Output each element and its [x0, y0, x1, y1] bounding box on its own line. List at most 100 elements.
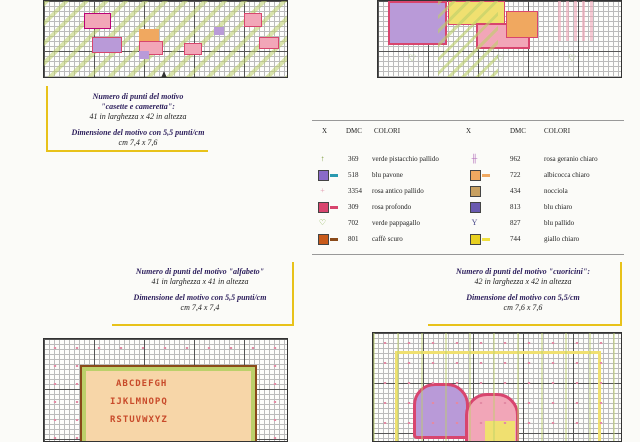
legend-color-name: blu chiaro — [544, 203, 573, 211]
legend-backstitch-swatch — [482, 174, 490, 177]
legend-header-colori: COLORI — [374, 127, 401, 135]
legend-color-name: nocciola — [544, 187, 568, 195]
stitch-block-pink — [84, 13, 111, 29]
stitch-heart-green: ♡ — [496, 53, 505, 63]
stitch-block-pink — [244, 13, 262, 27]
chart-casette — [43, 0, 288, 78]
legend-color-name: rosa antico pallido — [372, 187, 424, 195]
stitch-block-pink — [558, 1, 598, 41]
legend-color-name: verde pistacchio pallido — [372, 155, 439, 163]
legend-symbol-icon — [318, 202, 329, 213]
legend-row: ╫ 962 rosa geranio chiaro — [464, 153, 614, 165]
caption-size-value: cm 7,4 x 7,4 — [180, 303, 220, 312]
legend-row: Y 827 blu pallido — [464, 217, 614, 229]
legend-color-name: verde pappagallo — [372, 219, 421, 227]
caption-stitches: 41 in larghezza x 41 in altezza — [151, 277, 249, 286]
legend-header-colori: COLORI — [544, 127, 571, 135]
legend-header-x: X — [466, 127, 472, 135]
stitch-house-orange — [506, 11, 538, 38]
legend-header-x: X — [322, 127, 328, 135]
legend-symbol-icon — [318, 234, 329, 245]
alphabet-row: ABCDEFGH — [116, 379, 168, 389]
caption-frame — [112, 262, 294, 326]
stitch-pink-dots — [373, 333, 621, 441]
legend-color-name: giallo chiaro — [544, 235, 580, 243]
caption-size-title: Dimensione del motivo con 5,5/cm — [466, 293, 580, 302]
stitch-block-pink — [184, 43, 202, 55]
legend-row: 518 blu pavone — [312, 169, 462, 181]
caption-stitches: 41 in larghezza x 42 in altezza — [89, 112, 187, 121]
legend-dmc-code: 827 — [510, 219, 521, 227]
chart-alfabeto: ABCDEFGH IJKLMNOPQ RSTUVWXYZ — [43, 338, 288, 442]
legend-symbol-icon: Y — [471, 218, 478, 227]
legend-backstitch-swatch — [330, 206, 338, 209]
legend-color-name: blu pavone — [372, 171, 403, 179]
legend-color-name: albicocca chiaro — [544, 171, 590, 179]
legend-row: 813 blu chiaro — [464, 201, 614, 213]
legend-color-name: rosa geranio chiaro — [544, 155, 598, 163]
legend-symbol-icon: ♡ — [318, 218, 327, 227]
legend-symbol-icon — [470, 186, 481, 197]
stitch-heart-green: ♡ — [408, 53, 417, 63]
legend-dmc-code: 702 — [348, 219, 359, 227]
legend-dmc-code: 309 — [348, 203, 359, 211]
legend-dmc-code: 3354 — [348, 187, 362, 195]
caption-size-title: Dimensione del motivo con 5,5 punti/cm — [133, 293, 267, 302]
legend-row: 722 albicocca chiaro — [464, 169, 614, 181]
legend-row: 434 nocciola — [464, 185, 614, 197]
stitch-heart-green: ♡ — [568, 53, 577, 63]
legend-symbol-icon — [318, 170, 329, 181]
legend-dmc-code: 434 — [510, 187, 521, 195]
stitch-block-orange — [139, 29, 159, 41]
color-legend: X DMC COLORI X DMC COLORI ↑ 369 verde pist… — [312, 120, 624, 255]
legend-header-dmc: DMC — [510, 127, 526, 135]
caption-frame — [428, 262, 622, 326]
legend-row: ↑ 369 verde pistacchio pallido — [312, 153, 462, 165]
legend-symbol-icon — [470, 202, 481, 213]
legend-color-name: rosa profondo — [372, 203, 412, 211]
stitch-frame-green — [80, 365, 257, 441]
legend-row: 744 giallo chiaro — [464, 233, 614, 245]
legend-row: 801 caffè scuro — [312, 233, 462, 245]
legend-dmc-code: 369 — [348, 155, 359, 163]
caption-title: Numero di punti del motivo — [92, 92, 184, 101]
legend-dmc-code: 518 — [348, 171, 359, 179]
stitch-block-lavender — [139, 51, 149, 59]
legend-symbol-icon: ↑ — [320, 154, 325, 163]
legend-dmc-code: 813 — [510, 203, 521, 211]
caption-alfabeto: Numero di punti del motivo "alfabeto" 41… — [110, 267, 290, 313]
legend-symbol-icon: ╫ — [471, 154, 478, 163]
legend-backstitch-swatch — [482, 238, 490, 241]
stitch-block-pink — [259, 37, 279, 49]
caption-cuoricini: Numero di punti del motivo "cuoricini": … — [428, 267, 618, 313]
legend-header-dmc: DMC — [346, 127, 362, 135]
legend-backstitch-swatch — [330, 238, 338, 241]
caption-title: "casette e cameretta": — [101, 102, 175, 111]
legend-dmc-code: 801 — [348, 235, 359, 243]
caption-size-value: cm 7,6 x 7,6 — [503, 303, 543, 312]
caption-size-value: cm 7,4 x 7,6 — [118, 138, 158, 147]
legend-row: +3354 rosa antico pallido — [312, 185, 462, 197]
stitch-block-lavender — [214, 27, 224, 35]
alphabet-row: RSTUVWXYZ — [110, 415, 168, 425]
legend-dmc-code: 722 — [510, 171, 521, 179]
caption-stitches: 42 in larghezza x 42 in altezza — [474, 277, 572, 286]
caption-title: Numero di punti del motivo "cuoricini": — [456, 267, 590, 276]
chart-houses: ♡ ♡ ♡ — [377, 0, 622, 78]
legend-symbol-icon — [470, 234, 481, 245]
alphabet-row: IJKLMNOPQ — [110, 397, 168, 407]
caption-frame — [46, 86, 208, 152]
legend-color-name: caffè scuro — [372, 235, 403, 243]
chart-cuoricini — [372, 332, 622, 442]
caption-casette: Numero di punti del motivo "casette e ca… — [48, 92, 228, 148]
caption-size-title: Dimensione del motivo con 5,5 punti/cm — [71, 128, 205, 137]
legend-dmc-code: 962 — [510, 155, 521, 163]
stitch-green-stripe — [438, 1, 498, 77]
legend-row: 309 rosa profondo — [312, 201, 462, 213]
legend-row: ♡ 702 verde pappagallo — [312, 217, 462, 229]
legend-symbol-icon — [470, 170, 481, 181]
stitch-block-lavender — [92, 37, 122, 53]
legend-backstitch-swatch — [330, 174, 338, 177]
legend-symbol-icon: + — [320, 186, 325, 195]
legend-color-name: blu pallido — [544, 219, 575, 227]
